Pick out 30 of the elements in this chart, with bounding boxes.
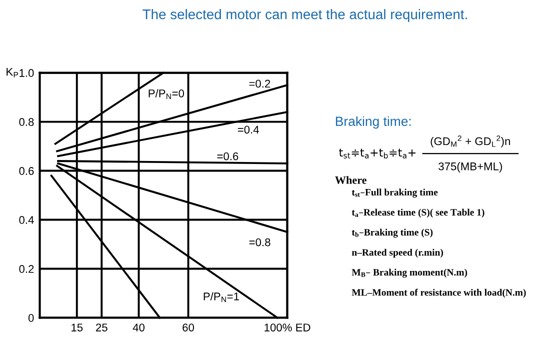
y-axis-title: K$_{P}$ [6, 68, 18, 78]
series-label: =0.6 [217, 152, 238, 160]
y-tick-label: 1.0 [20, 69, 34, 77]
x-tick-label: 40 [132, 324, 145, 332]
y-tick-label: 0.4 [19, 216, 34, 224]
text: n–Rated speed (r.min) [352, 248, 443, 258]
text: ML–Moment of resistance with load(N.m) [352, 288, 526, 298]
text: t$_{st}$≑t$_{a}$+t$_{b}$≑t$_{a}$+ [339, 148, 416, 158]
series-label: =0.2 [249, 80, 270, 88]
text: t$_{a}$–Release time (S)( see Table 1) [352, 208, 484, 218]
chart-title: The selected motor can meet the actual requirement. [142, 9, 467, 22]
x-tick-label: 100% ED [264, 324, 310, 332]
x-tick-label: 15 [72, 324, 83, 332]
text: 375(MB+ML) [438, 162, 502, 172]
text: t$_{b}$–Braking time (S) [352, 228, 433, 238]
text: t$_{st}$–Full braking time [352, 188, 438, 198]
text: Where [335, 176, 366, 184]
series-label: =0.8 [249, 238, 270, 246]
y-tick-label: 0.6 [19, 167, 34, 175]
series-label: P/P$_{N}$=1 [204, 292, 239, 302]
y-tick-label: 0 [28, 314, 34, 322]
text: M$_{B}$– Braking moment(N.m) [352, 268, 468, 278]
x-tick-label: 60 [182, 324, 194, 332]
text: (GD$_{M}$$^{2}$ + GD$_{L}$$^{2}$)n [430, 136, 510, 148]
series-label: P/P$_{N}$=0 [148, 89, 184, 99]
y-tick-label: 0.2 [19, 265, 34, 273]
text: Braking time: [336, 116, 411, 129]
y-tick-label: 0.8 [19, 118, 34, 126]
x-tick-label: 25 [96, 324, 108, 332]
series-label: =0.4 [238, 126, 259, 134]
